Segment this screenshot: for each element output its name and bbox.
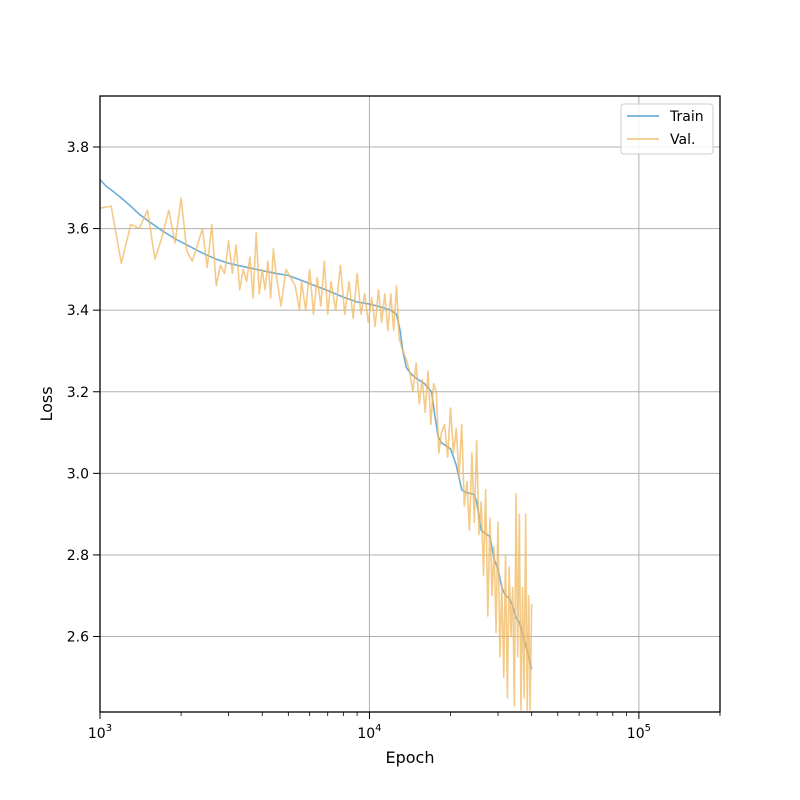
legend: Train Val.	[620, 103, 714, 155]
y-axis-label: Loss	[37, 386, 56, 421]
y-tick-label: 3.8	[67, 140, 89, 156]
y-tick-label: 2.6	[67, 630, 89, 646]
y-tick-label: 3.2	[67, 385, 89, 401]
y-tick-label: 2.8	[67, 548, 89, 564]
x-axis-label: Epoch	[386, 748, 435, 767]
legend-label-val: Val.	[670, 132, 695, 148]
y-tick-label: 3.0	[67, 466, 89, 482]
grid	[99, 96, 720, 712]
series-layer	[100, 179, 533, 711]
legend-label-train: Train	[669, 109, 704, 125]
plot-frame	[99, 95, 721, 713]
series-line-train	[100, 179, 533, 670]
series-line-val	[100, 197, 533, 711]
y-tick-label: 3.4	[67, 303, 89, 319]
x-axis-ticks: 103 104 105	[88, 712, 721, 742]
x-tick-label: 104	[357, 723, 381, 742]
x-tick-label: 103	[88, 723, 112, 742]
y-tick-label: 3.6	[67, 222, 89, 238]
y-axis-ticks: 2.6 2.8 3.0 3.2 3.4 3.6 3.8	[67, 140, 100, 646]
x-tick-label: 105	[627, 723, 651, 742]
